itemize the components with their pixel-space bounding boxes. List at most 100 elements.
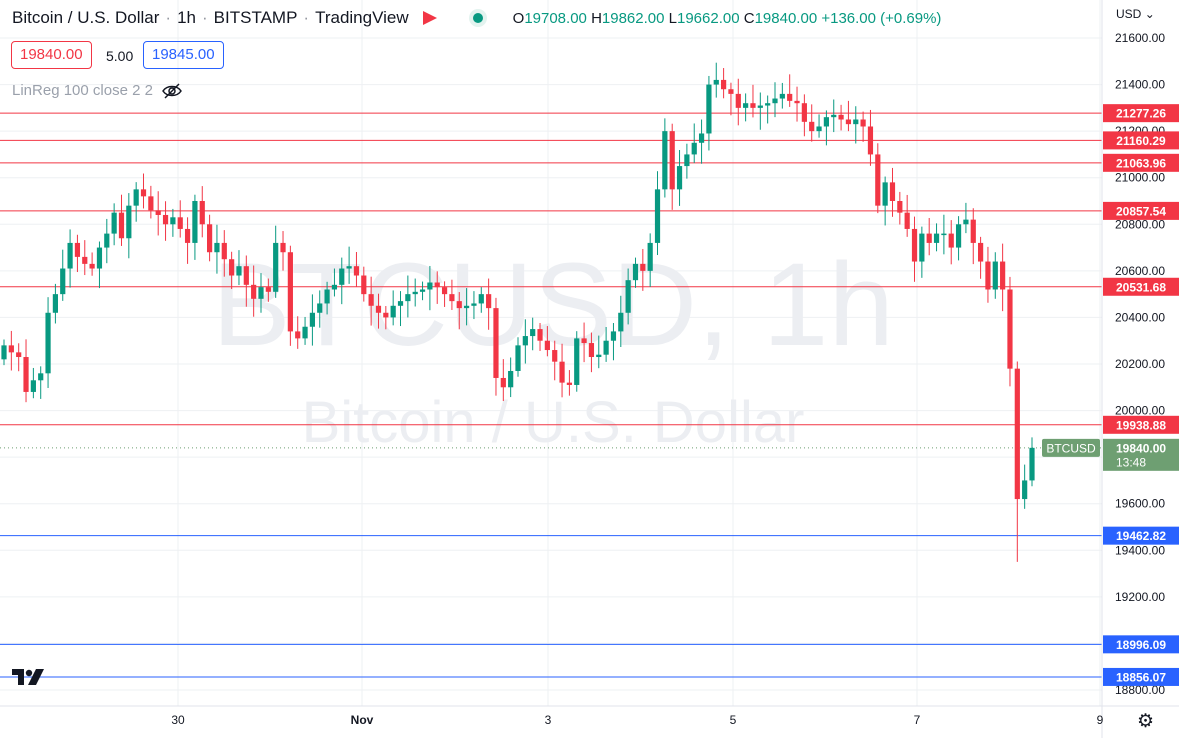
candle-body bbox=[412, 291, 418, 295]
candle-body bbox=[295, 331, 301, 339]
candle-body bbox=[735, 93, 741, 108]
candle-body bbox=[456, 301, 462, 309]
resistance-label: 21277.26 bbox=[1116, 107, 1166, 121]
candle-body bbox=[361, 275, 367, 295]
bar-countdown: 13:48 bbox=[1116, 455, 1146, 469]
price-tick-label: 20400.00 bbox=[1115, 310, 1165, 324]
price-axis[interactable]: 21600.0021400.0021200.0021000.0020800.00… bbox=[1115, 31, 1165, 697]
symbol-name[interactable]: Bitcoin / U.S. Dollar bbox=[12, 8, 160, 27]
gear-icon[interactable]: ⚙ bbox=[1137, 711, 1155, 732]
candle-body bbox=[647, 242, 653, 271]
resistance-label: 19938.88 bbox=[1116, 418, 1166, 432]
resistance-label: 20531.68 bbox=[1116, 280, 1166, 294]
support-label: 19462.82 bbox=[1116, 529, 1166, 543]
candle-body bbox=[669, 131, 675, 190]
time-tick-label: 7 bbox=[914, 713, 921, 727]
flag-icon[interactable] bbox=[422, 11, 437, 25]
candle-body bbox=[963, 219, 969, 225]
eye-off-icon[interactable] bbox=[161, 82, 183, 99]
candle-body bbox=[772, 98, 778, 104]
candle-body bbox=[779, 93, 785, 99]
candle-body bbox=[118, 212, 125, 239]
separator-dot: · bbox=[303, 8, 310, 27]
candle-body bbox=[258, 287, 264, 299]
candle-body bbox=[177, 217, 183, 229]
price-tick-label: 21400.00 bbox=[1115, 78, 1165, 92]
candle-body bbox=[280, 242, 286, 253]
candle-body bbox=[676, 166, 683, 190]
change-value: +136.00 (+0.69%) bbox=[821, 9, 942, 27]
close-value: 19840.00 bbox=[754, 9, 818, 27]
sell-price-button[interactable]: 19840.00 bbox=[11, 41, 92, 69]
candle-body bbox=[331, 284, 338, 290]
candle-body bbox=[89, 263, 95, 269]
time-axis[interactable]: 30 Nov 3 5 7 9 bbox=[171, 713, 1103, 727]
candle-body bbox=[133, 189, 139, 206]
candle-body bbox=[508, 370, 514, 388]
resistance-tag bbox=[1103, 201, 1179, 220]
candle-body bbox=[684, 154, 690, 167]
candle-body bbox=[155, 210, 161, 215]
separator-dot: · bbox=[201, 8, 208, 27]
candle-body bbox=[838, 114, 844, 120]
candle-body bbox=[948, 233, 954, 248]
candle-body bbox=[1029, 447, 1035, 481]
resistance-tag bbox=[1103, 104, 1179, 123]
candle-body bbox=[919, 233, 925, 262]
candle-body bbox=[882, 182, 888, 206]
candle-body bbox=[860, 119, 866, 127]
separator-dot: · bbox=[165, 8, 172, 27]
indicator-label: LinReg 100 close 2 2 bbox=[12, 82, 153, 99]
currency-selector[interactable]: USD ⌄ bbox=[1116, 7, 1155, 21]
support-label: 18856.07 bbox=[1116, 670, 1166, 684]
candle-body bbox=[30, 380, 36, 392]
candle-body bbox=[390, 305, 396, 318]
candle-body bbox=[522, 336, 528, 346]
candle-body bbox=[324, 289, 330, 304]
candle-body bbox=[691, 142, 697, 155]
candle-body bbox=[353, 266, 360, 276]
spread-value: 5.00 bbox=[106, 48, 134, 64]
price-tick-label: 19400.00 bbox=[1115, 543, 1165, 557]
time-tick-label: 5 bbox=[730, 713, 737, 727]
time-tick-label: 9 bbox=[1097, 713, 1104, 727]
price-tick-label: 20000.00 bbox=[1115, 404, 1165, 418]
candle-body bbox=[566, 382, 572, 385]
market-status-icon bbox=[472, 13, 483, 23]
ohlc-values: O19708.00 H19862.00 L19662.00 C19840.00 … bbox=[513, 10, 942, 27]
candle-body bbox=[750, 103, 756, 108]
candle-body bbox=[441, 287, 448, 295]
support-tag bbox=[1103, 635, 1179, 654]
indicator-legend[interactable]: LinReg 100 close 2 2 bbox=[12, 82, 183, 99]
candle-body bbox=[823, 117, 829, 127]
candle-body bbox=[867, 126, 874, 155]
candle-body bbox=[449, 294, 455, 302]
candle-body bbox=[1007, 289, 1013, 369]
candle-body bbox=[926, 233, 932, 243]
resistance-tag bbox=[1103, 277, 1179, 296]
candle-body bbox=[941, 233, 947, 236]
candle-body bbox=[8, 345, 14, 353]
interval-label[interactable]: 1h bbox=[177, 8, 196, 27]
candle-body bbox=[192, 201, 198, 243]
open-label: O bbox=[512, 9, 525, 27]
tradingview-logo[interactable] bbox=[10, 663, 46, 691]
buy-price-button[interactable]: 19845.00 bbox=[143, 41, 224, 69]
candle-body bbox=[265, 287, 271, 292]
candle-body bbox=[743, 103, 749, 108]
candle-body bbox=[1, 345, 7, 360]
exchange-label: BITSTAMP bbox=[213, 8, 298, 27]
candle-body bbox=[397, 301, 404, 306]
candle-body bbox=[38, 373, 44, 381]
candle-body bbox=[405, 294, 411, 302]
candle-body bbox=[662, 131, 668, 190]
candle-body bbox=[162, 214, 169, 225]
candle-body bbox=[911, 228, 918, 262]
candle-body bbox=[640, 263, 646, 271]
candle-body bbox=[721, 79, 727, 90]
candle-body bbox=[375, 305, 382, 313]
price-tick-label: 21000.00 bbox=[1115, 171, 1165, 185]
candle-body bbox=[236, 266, 242, 276]
candle-body bbox=[625, 280, 631, 313]
